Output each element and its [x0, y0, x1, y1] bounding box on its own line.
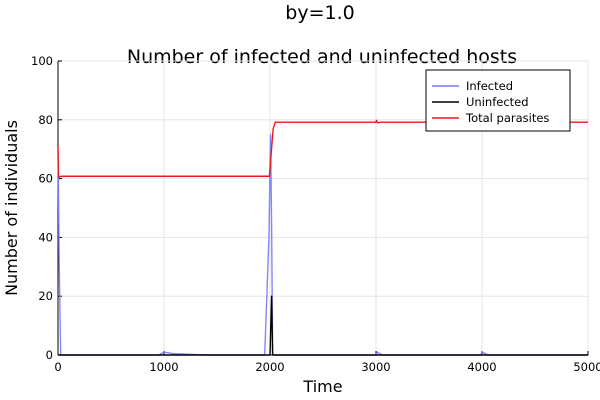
legend-label: Total parasites [465, 111, 549, 125]
plot-series [57, 119, 588, 356]
legend: Infected Uninfected Total parasites [425, 69, 571, 132]
legend-box [425, 69, 571, 132]
chart-title: Number of infected and uninfected hosts [127, 46, 517, 68]
y-tick-label: 60 [38, 172, 53, 186]
y-axis-label: Number of individuals [2, 120, 21, 296]
x-tick-label: 5000 [573, 360, 600, 374]
tick-labels: 0 1000 2000 3000 4000 5000 0 20 40 60 80 100 [31, 54, 600, 374]
legend-label: Uninfected [466, 95, 529, 109]
x-tick-label: 2000 [255, 360, 284, 374]
series-line-infected [57, 133, 588, 356]
series-line-uninfected [58, 295, 588, 356]
legend-label: Infected [466, 79, 513, 93]
y-tick-label: 80 [38, 113, 53, 127]
series-line-total-parasites [57, 119, 588, 178]
y-tick-label: 0 [46, 348, 53, 362]
x-tick-label: 0 [54, 360, 61, 374]
x-tick-label: 1000 [149, 360, 178, 374]
y-tick-label: 20 [38, 289, 53, 303]
x-tick-label: 3000 [361, 360, 390, 374]
x-tick-label: 4000 [467, 360, 496, 374]
y-tick-label: 100 [31, 54, 53, 68]
x-axis-label: Time [302, 377, 342, 396]
y-tick-label: 40 [38, 230, 53, 244]
figure-title: by=1.0 [285, 2, 354, 24]
